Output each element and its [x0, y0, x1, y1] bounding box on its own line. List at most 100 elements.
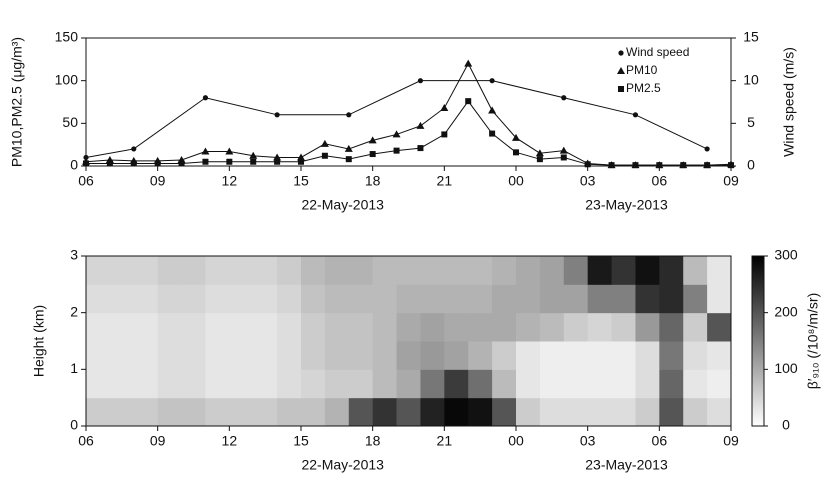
point	[368, 136, 377, 144]
point	[225, 147, 234, 155]
y2-tick-label: 5	[747, 114, 755, 130]
date-label: 23-May-2013	[585, 457, 668, 473]
cell	[253, 341, 278, 370]
point	[154, 160, 161, 167]
cell	[301, 369, 326, 399]
point	[632, 112, 639, 118]
point	[489, 78, 495, 84]
cell	[444, 312, 469, 342]
cell	[492, 284, 517, 314]
cell	[587, 312, 613, 342]
cell	[468, 312, 493, 342]
point	[202, 95, 209, 101]
point	[274, 158, 281, 165]
cell	[396, 284, 421, 314]
cell	[301, 312, 326, 342]
cell	[301, 397, 326, 427]
x-tick-label: 06	[78, 173, 94, 189]
cell	[444, 369, 469, 399]
point	[369, 151, 376, 158]
cell	[420, 369, 445, 399]
cell	[516, 284, 541, 314]
cell	[253, 397, 278, 427]
cell	[181, 341, 206, 370]
cell	[348, 312, 374, 342]
cell	[492, 397, 517, 427]
y2-tick-label: 0	[747, 157, 755, 173]
point	[346, 112, 352, 118]
cell	[109, 312, 135, 342]
point	[535, 149, 544, 157]
cell	[133, 341, 159, 370]
cell	[635, 341, 660, 370]
cell	[587, 284, 613, 314]
legend-label: Wind speed	[626, 45, 689, 59]
colorbar-tick-label: 200	[774, 303, 798, 319]
cell	[611, 256, 636, 285]
x-tick-label: 12	[222, 173, 238, 189]
x-tick-label: 06	[652, 173, 668, 189]
point	[464, 59, 473, 67]
legend-marker	[618, 50, 624, 56]
cell	[468, 256, 493, 285]
y-tick-label: 150	[55, 29, 79, 45]
cell	[205, 341, 230, 370]
cell	[86, 284, 111, 314]
y-tick-label: 0	[70, 157, 78, 173]
cell	[635, 284, 660, 314]
x-tick-label: 00	[508, 433, 524, 449]
cell	[683, 312, 708, 342]
cell	[324, 256, 350, 285]
cell	[301, 284, 326, 314]
y-tick-label: 50	[62, 114, 78, 130]
cell	[396, 397, 421, 427]
cell	[229, 341, 254, 370]
cell	[86, 256, 111, 285]
cell	[516, 369, 541, 399]
y-tick-label: 2	[70, 303, 78, 319]
x-tick-label: 21	[437, 433, 453, 449]
cell	[420, 256, 445, 285]
cell	[253, 312, 278, 342]
cell	[420, 312, 445, 342]
cell	[420, 284, 445, 314]
point	[320, 139, 329, 147]
point	[130, 160, 137, 167]
cell	[157, 312, 183, 342]
cell	[324, 369, 350, 399]
point	[417, 145, 424, 152]
y-tick-label: 1	[70, 360, 78, 376]
cell	[563, 341, 589, 370]
cell	[157, 397, 183, 427]
point	[488, 106, 497, 114]
cell	[492, 256, 517, 285]
point	[273, 153, 282, 161]
cell	[253, 256, 278, 285]
cell	[372, 256, 398, 285]
point	[560, 154, 567, 161]
cell	[539, 341, 565, 370]
cell	[444, 284, 469, 314]
cell	[516, 312, 541, 342]
cell	[205, 397, 230, 427]
cell	[659, 284, 684, 314]
point	[465, 98, 472, 105]
cell	[635, 312, 660, 342]
cell	[468, 369, 493, 399]
cell	[372, 312, 398, 342]
cell	[659, 369, 684, 399]
point	[632, 162, 639, 169]
y-axis-title: Height (km)	[31, 305, 47, 377]
cell	[683, 341, 708, 370]
point	[344, 144, 353, 152]
cell	[109, 284, 135, 314]
cell	[611, 312, 636, 342]
y-tick-label: 3	[70, 247, 78, 263]
cell	[587, 341, 613, 370]
cell	[229, 284, 254, 314]
cell	[539, 369, 565, 399]
cell	[539, 284, 565, 314]
cell	[396, 256, 421, 285]
cell	[157, 256, 183, 285]
cell	[372, 284, 398, 314]
